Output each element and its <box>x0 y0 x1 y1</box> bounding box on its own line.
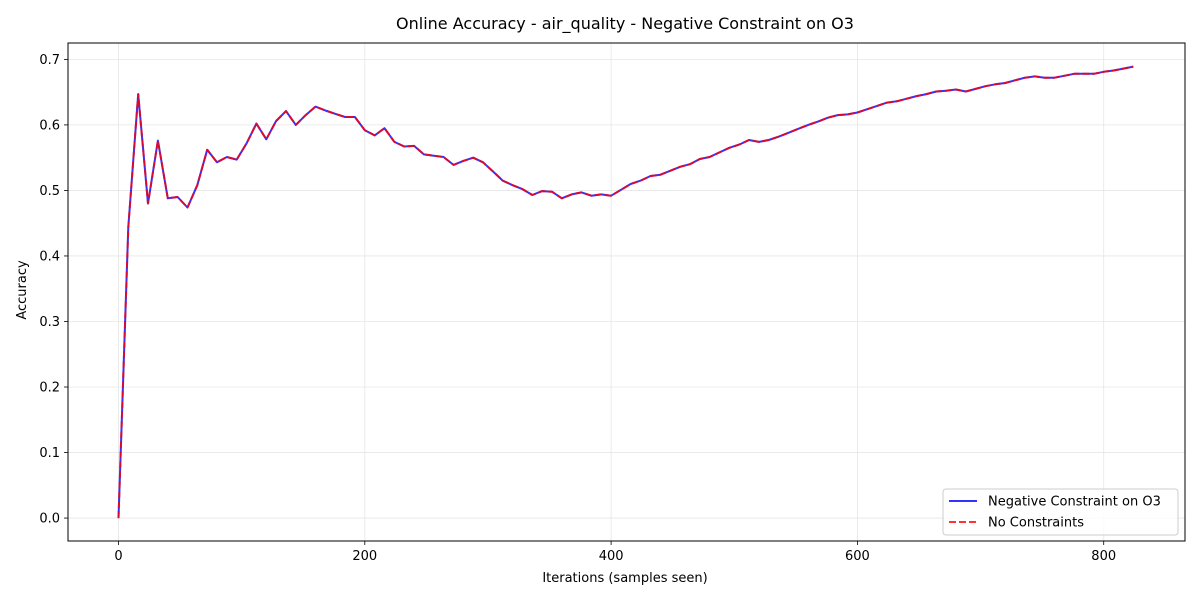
x-tick-label: 200 <box>352 549 377 564</box>
y-tick-label: 0.3 <box>39 315 60 330</box>
plot-frame <box>67 42 1186 542</box>
legend-label: Negative Constraint on O3 <box>988 495 1161 510</box>
x-tick-label: 600 <box>845 549 870 564</box>
axis-ticks: 0 200 400 600 800 0.0 0.1 0.2 0.3 0.4 0.5 0.6 0.7 <box>39 53 1116 564</box>
legend-label: No Constraints <box>988 516 1084 531</box>
x-tick-label: 400 <box>599 549 624 564</box>
grid <box>68 43 1185 541</box>
y-tick-label: 0.2 <box>39 381 60 396</box>
y-tick-label: 0.0 <box>39 512 60 527</box>
legend-box <box>942 488 1179 536</box>
y-axis-label: Accuracy <box>15 260 30 320</box>
series-lines <box>117 65 1134 519</box>
legend: Negative Constraint on O3 No Constraints <box>942 488 1179 536</box>
x-tick-label: 800 <box>1091 549 1116 564</box>
y-tick-label: 0.7 <box>39 53 60 68</box>
x-tick-label: 0 <box>114 549 122 564</box>
y-tick-label: 0.6 <box>39 118 60 133</box>
x-axis-label: Iterations (samples seen) <box>542 571 707 586</box>
y-tick-label: 0.4 <box>39 249 60 264</box>
y-tick-label: 0.5 <box>39 184 60 199</box>
y-tick-label: 0.1 <box>39 446 60 461</box>
series-line-2 <box>117 65 1134 519</box>
chart-title: Online Accuracy - air_quality - Negative… <box>396 14 854 34</box>
